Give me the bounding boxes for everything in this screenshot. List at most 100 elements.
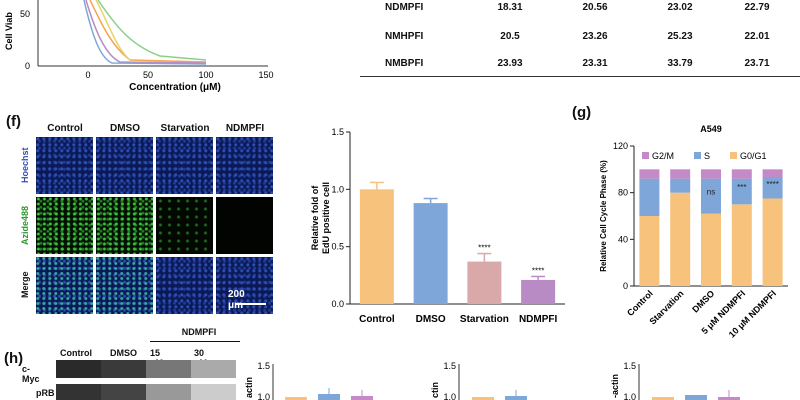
x-tick-label: DMSO bbox=[690, 288, 716, 314]
drug-bracket bbox=[150, 341, 240, 342]
bar bbox=[521, 279, 556, 304]
image-tile bbox=[96, 197, 153, 254]
cell: 20.56 bbox=[582, 2, 608, 13]
stacked-bar-segment bbox=[731, 169, 752, 179]
y-tick-label: 0.5 bbox=[331, 242, 344, 252]
mini-ytick: 1.0 bbox=[257, 392, 270, 400]
column-label-dmso: DMSO bbox=[110, 123, 140, 134]
scalebar-label: 200 μm bbox=[228, 289, 245, 311]
viability-ytick-50: 50 bbox=[20, 9, 30, 19]
stacked-bar-segment bbox=[762, 177, 783, 199]
image-tile bbox=[36, 197, 93, 254]
stacked-bar-segment bbox=[639, 169, 660, 179]
bar bbox=[467, 261, 502, 304]
image-tile bbox=[156, 257, 213, 314]
image-tile bbox=[36, 257, 93, 314]
y-tick-label: 80 bbox=[618, 188, 628, 198]
cell: 23.26 bbox=[582, 31, 608, 42]
lane-label: DMSO bbox=[110, 348, 137, 358]
x-tick-label: Control bbox=[359, 314, 395, 325]
legend-swatch bbox=[642, 152, 649, 159]
curve-green bbox=[97, 0, 207, 61]
cell: 23.93 bbox=[497, 58, 523, 69]
table-row: NMBPFI 23.93 23.31 33.79 23.71 bbox=[360, 58, 800, 78]
table-row: NMHPFI 20.5 23.26 25.23 22.01 bbox=[360, 31, 800, 51]
y-tick-label: 0.0 bbox=[331, 299, 344, 309]
viability-xtick-100: 100 bbox=[198, 70, 213, 80]
image-tile bbox=[36, 137, 93, 194]
row-name: NMHPFI bbox=[385, 31, 424, 42]
stacked-bar-segment bbox=[639, 178, 660, 216]
legend-label: G0/G1 bbox=[740, 151, 767, 161]
x-tick-label: NDMPFI bbox=[519, 314, 558, 325]
stacked-bar-segment bbox=[701, 213, 721, 286]
mini-ytick: 1.0 bbox=[443, 392, 456, 400]
edu-bar-chart: 0.0 0.5 1.0 1.5 Relative fold ofEdU positive… bbox=[310, 127, 565, 325]
mini-ytick: 1.5 bbox=[443, 361, 456, 371]
y-tick-label: 1.5 bbox=[331, 127, 344, 137]
protein-label: pRB bbox=[36, 388, 55, 398]
viability-ylabel: Cell Viab bbox=[4, 12, 14, 50]
curve-blue bbox=[83, 0, 207, 65]
x-tick-label: Control bbox=[625, 288, 655, 318]
image-tile bbox=[216, 137, 273, 194]
viability-xtick-150: 150 bbox=[258, 70, 273, 80]
y-tick-label: 40 bbox=[618, 234, 628, 244]
stacked-bar-segment bbox=[670, 178, 691, 193]
cell: 22.01 bbox=[744, 31, 770, 42]
image-tile bbox=[96, 137, 153, 194]
y-axis-label: Relative fold ofEdU positive cell bbox=[310, 182, 331, 254]
cell: 22.79 bbox=[744, 2, 770, 13]
ic50-table: NDMPFI 18.31 20.56 23.02 22.79 NMHPFI 20… bbox=[360, 0, 800, 80]
row-name: NMBPFI bbox=[385, 58, 424, 69]
viability-xtick-50: 50 bbox=[143, 70, 153, 80]
stacked-bar-segment bbox=[670, 169, 691, 179]
cell: 20.5 bbox=[500, 31, 520, 42]
viability-xlabel: Concentration (μM) bbox=[129, 82, 221, 93]
panel-label-h: (h) bbox=[4, 350, 24, 367]
scalebar bbox=[236, 303, 266, 305]
mini-ytick: 1.5 bbox=[623, 361, 636, 371]
blot-band bbox=[56, 360, 236, 378]
image-tile bbox=[96, 257, 153, 314]
stacked-bar-segment bbox=[670, 192, 691, 286]
lane-label: Control bbox=[60, 348, 92, 358]
mini-ylabel: ctin bbox=[430, 382, 440, 398]
column-label-control: Control bbox=[47, 123, 83, 134]
y-axis-label: Relative Cell Cycle Phase (%) bbox=[599, 160, 608, 272]
x-tick-label: DMSO bbox=[416, 314, 446, 325]
stacked-bar-segment bbox=[731, 178, 752, 205]
cell: 23.02 bbox=[667, 2, 693, 13]
x-tick-label: Starvation bbox=[460, 314, 509, 325]
panel-label-f: (f) bbox=[6, 113, 21, 130]
image-tile bbox=[156, 137, 213, 194]
row-label-merge: Merge bbox=[20, 271, 30, 299]
chart-title: A549 bbox=[700, 124, 722, 134]
cell-cycle-stacked-chart: A549 0 40 80 120 Relative Cell Cycle Phase (%… bbox=[599, 124, 788, 340]
curve-purple bbox=[85, 0, 207, 64]
significance-label: **** bbox=[766, 180, 778, 189]
row-label-azide488: Azide488 bbox=[20, 205, 30, 245]
y-tick-label: 1.0 bbox=[331, 184, 344, 194]
row-label-hoechst: Hoechst bbox=[20, 147, 30, 183]
significance-label: **** bbox=[478, 244, 490, 253]
cell: 18.31 bbox=[497, 2, 523, 13]
curve-orange bbox=[89, 0, 207, 63]
mini-ytick: 1.5 bbox=[257, 361, 270, 371]
viability-curve-panel: Cell Viab 50 0 0 50 100 150 Concentratio… bbox=[4, 0, 274, 93]
table-row: NDMPFI 18.31 20.56 23.02 22.79 bbox=[360, 2, 800, 22]
bar bbox=[359, 189, 394, 304]
stacked-bar-segment bbox=[762, 198, 783, 286]
significance-label: ns bbox=[707, 187, 715, 196]
y-tick-label: 120 bbox=[613, 141, 628, 151]
protein-label: c-Myc bbox=[22, 364, 40, 384]
image-tile bbox=[216, 197, 273, 254]
viability-ytick-0: 0 bbox=[25, 61, 30, 71]
column-label-starvation: Starvation bbox=[160, 123, 210, 134]
panel-label-g: (g) bbox=[572, 104, 592, 121]
cell: 33.79 bbox=[667, 58, 693, 69]
y-tick-label: 0 bbox=[623, 281, 628, 291]
mini-ytick: 1.0 bbox=[623, 392, 636, 400]
mini-ylabel: actin bbox=[244, 377, 254, 398]
blot-band bbox=[56, 384, 236, 400]
